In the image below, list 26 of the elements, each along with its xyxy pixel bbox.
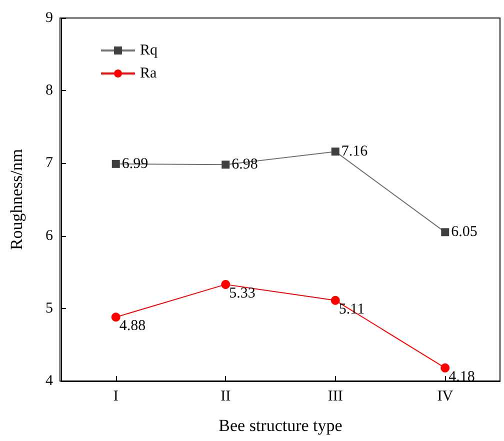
data-label: 4.88 (119, 318, 146, 334)
x-axis-title: Bee structure type (218, 416, 342, 435)
data-label: 7.16 (341, 144, 368, 160)
point (111, 312, 120, 322)
y-tick-label: 6 (46, 228, 54, 244)
y-tick-label: 7 (46, 155, 54, 172)
x-tick-label: II (220, 388, 231, 404)
legend-label: Ra (140, 66, 158, 82)
y-tick-label: 8 (46, 82, 53, 99)
legend-label: Rq (140, 42, 158, 58)
x-tick-label: IV (437, 388, 454, 404)
point (331, 148, 340, 156)
x-tick-label: I (113, 388, 118, 404)
y-tick-label: 5 (46, 300, 53, 316)
point (222, 160, 230, 169)
point (440, 363, 450, 372)
point (330, 296, 340, 305)
y-tick-label: 4 (46, 373, 54, 389)
x-tick-label: III (328, 388, 343, 404)
point (112, 160, 120, 168)
point (441, 228, 450, 236)
point (221, 280, 230, 289)
data-label: 6.05 (451, 224, 478, 240)
y-axis-title: Roughness/nm (7, 148, 26, 250)
data-label: 5.33 (229, 285, 256, 302)
y-tick-label: 9 (46, 10, 53, 26)
